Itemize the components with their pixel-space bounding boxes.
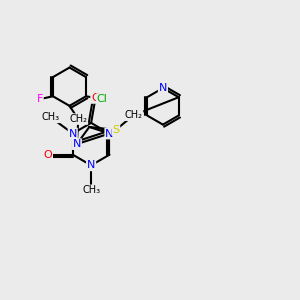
- Text: CH₂: CH₂: [124, 110, 142, 120]
- Text: N: N: [73, 139, 81, 149]
- Text: F: F: [37, 94, 43, 104]
- Text: N: N: [105, 128, 114, 139]
- Text: S: S: [112, 125, 119, 135]
- Text: O: O: [91, 93, 100, 103]
- Text: N: N: [159, 83, 167, 93]
- Text: O: O: [43, 150, 52, 160]
- Text: CH₂: CH₂: [69, 114, 87, 124]
- Text: CH₃: CH₃: [42, 112, 60, 122]
- Text: CH₃: CH₃: [82, 185, 100, 195]
- Text: Cl: Cl: [97, 94, 108, 104]
- Text: N: N: [69, 128, 77, 139]
- Text: N: N: [87, 160, 95, 170]
